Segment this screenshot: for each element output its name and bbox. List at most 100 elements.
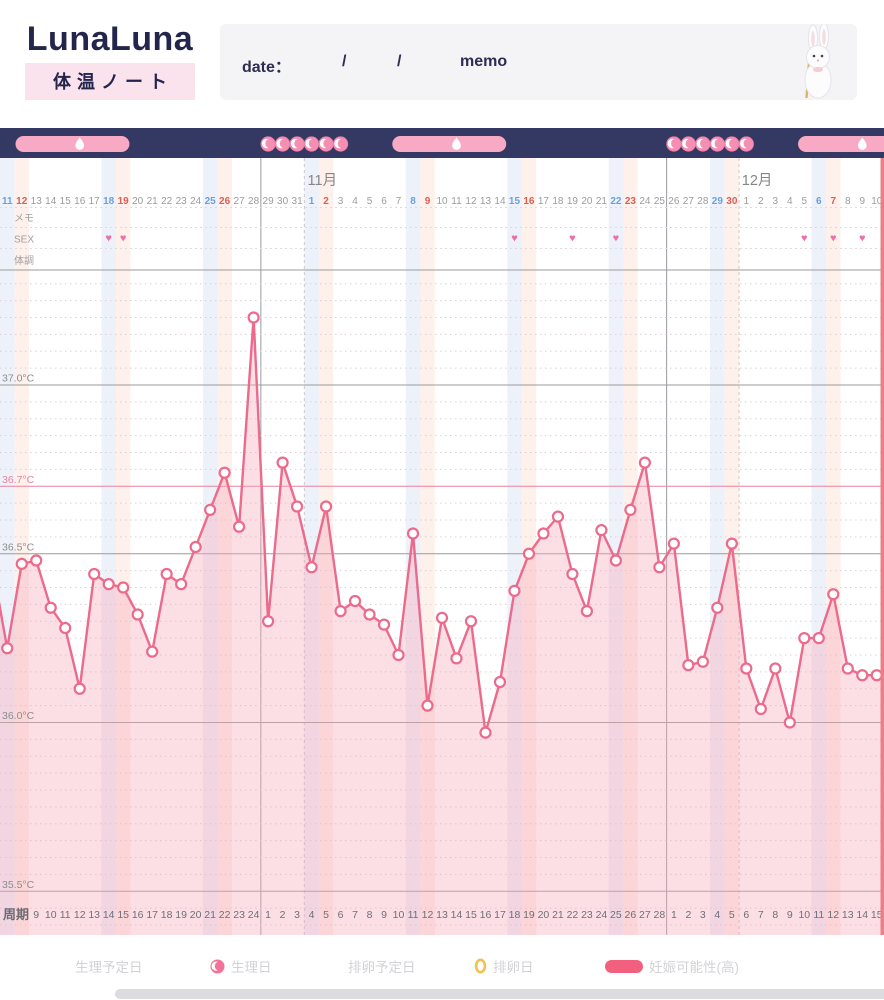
temp-point[interactable] [783, 716, 796, 729]
temp-point[interactable] [841, 662, 854, 675]
temp-point[interactable] [59, 621, 72, 635]
date-label[interactable]: 6 [381, 196, 387, 207]
date-label[interactable]: 29 [263, 196, 275, 207]
temp-point[interactable] [667, 537, 680, 550]
temp-point[interactable] [117, 581, 130, 594]
date-label[interactable]: 20 [581, 196, 593, 207]
vertical-scrollbar[interactable] [880, 158, 884, 935]
date-label[interactable]: 13 [31, 196, 43, 207]
date-label[interactable]: 10 [871, 196, 883, 207]
date-label[interactable]: 23 [176, 196, 188, 207]
date-label[interactable]: 4 [352, 196, 358, 207]
date-label[interactable]: 1 [309, 196, 315, 207]
date-label[interactable]: 27 [234, 196, 246, 207]
temp-point[interactable] [450, 652, 463, 665]
horizontal-scrollbar[interactable] [115, 989, 884, 999]
temp-point[interactable] [638, 456, 651, 469]
temp-point[interactable] [204, 503, 217, 516]
temp-point[interactable] [870, 669, 883, 682]
date-label[interactable]: 24 [190, 196, 202, 207]
temp-point[interactable] [595, 524, 608, 537]
temp-point[interactable] [754, 702, 767, 716]
date-label[interactable]: 28 [697, 196, 709, 207]
date-label[interactable]: 16 [523, 196, 535, 207]
temp-point[interactable] [522, 547, 536, 560]
temp-point[interactable] [653, 561, 666, 574]
date-label[interactable]: 19 [118, 196, 130, 207]
date-label[interactable]: 11 [451, 196, 462, 207]
date-label[interactable]: 16 [74, 196, 86, 207]
date-label[interactable]: 26 [668, 196, 680, 207]
temp-point[interactable] [435, 611, 449, 624]
date-label[interactable]: 10 [436, 196, 448, 207]
date-label[interactable]: 5 [802, 196, 808, 207]
temp-point[interactable] [856, 669, 869, 682]
date-label[interactable]: 21 [596, 196, 608, 207]
date-label[interactable]: 14 [494, 196, 506, 207]
date-label[interactable]: 23 [625, 196, 637, 207]
date-label[interactable]: 8 [410, 196, 416, 207]
date-label[interactable]: 22 [610, 196, 622, 207]
date-label[interactable]: 22 [161, 196, 173, 207]
date-label[interactable]: 28 [248, 196, 260, 207]
temp-point[interactable] [233, 520, 246, 533]
temp-point[interactable] [377, 618, 391, 631]
temp-point[interactable] [276, 456, 289, 469]
date-label[interactable]: 11 [2, 196, 13, 207]
temp-point[interactable] [290, 500, 304, 513]
date-label[interactable]: 15 [509, 196, 521, 207]
date-label[interactable]: 26 [219, 196, 231, 207]
date-memo-form[interactable]: date： / / memo [220, 24, 857, 100]
temp-point[interactable] [348, 594, 362, 608]
temp-point[interactable] [305, 561, 318, 574]
date-label[interactable]: 1 [744, 196, 750, 207]
date-label[interactable]: 7 [830, 196, 836, 207]
temp-point[interactable] [73, 682, 86, 695]
date-label[interactable]: 29 [712, 196, 724, 207]
date-label[interactable]: 25 [654, 196, 666, 207]
date-label[interactable]: 3 [773, 196, 779, 207]
temp-point[interactable] [261, 615, 275, 628]
date-label[interactable]: 21 [147, 196, 159, 207]
temp-point[interactable] [319, 500, 333, 513]
date-label[interactable]: 25 [205, 196, 217, 207]
date-label[interactable]: 4 [787, 196, 793, 207]
temp-point[interactable] [827, 588, 840, 601]
temp-point[interactable] [609, 554, 623, 567]
temp-point[interactable] [464, 615, 478, 628]
temp-point[interactable] [537, 527, 550, 540]
temp-point[interactable] [493, 675, 507, 689]
temp-point[interactable] [30, 554, 43, 567]
temp-point[interactable] [551, 510, 565, 523]
date-label[interactable]: 19 [567, 196, 579, 207]
temp-point[interactable] [508, 584, 521, 597]
date-label[interactable]: 31 [292, 196, 304, 207]
date-label[interactable]: 3 [338, 196, 344, 207]
temp-point[interactable] [146, 645, 159, 658]
temp-point[interactable] [740, 662, 753, 675]
temp-point[interactable] [812, 632, 825, 645]
temp-point[interactable] [88, 567, 101, 581]
date-label[interactable]: 9 [425, 196, 431, 207]
temp-point[interactable] [798, 632, 811, 645]
temp-point[interactable] [682, 659, 695, 672]
date-label[interactable]: 17 [89, 196, 101, 207]
date-label[interactable]: 20 [132, 196, 144, 207]
date-label[interactable]: 8 [845, 196, 851, 207]
temp-point[interactable] [392, 648, 405, 662]
temp-point[interactable] [696, 655, 709, 668]
temp-point[interactable] [15, 557, 28, 570]
date-label[interactable]: 18 [103, 196, 115, 207]
temp-point[interactable] [334, 605, 347, 618]
temp-point[interactable] [421, 699, 434, 712]
date-label[interactable]: 13 [480, 196, 492, 207]
temperature-chart[interactable]: 37.0°C 36.7°C 36.5°C 36.0°C 35.5°C 11月 12月 11 12… [0, 128, 884, 935]
date-label[interactable]: 2 [758, 196, 764, 207]
temp-point[interactable] [725, 537, 738, 550]
temp-point[interactable] [566, 567, 579, 581]
date-label[interactable]: 17 [538, 196, 550, 207]
temp-point[interactable] [218, 466, 231, 479]
date-label[interactable]: 30 [726, 196, 738, 207]
date-label[interactable]: 14 [45, 196, 57, 207]
date-label[interactable]: 2 [323, 196, 329, 207]
